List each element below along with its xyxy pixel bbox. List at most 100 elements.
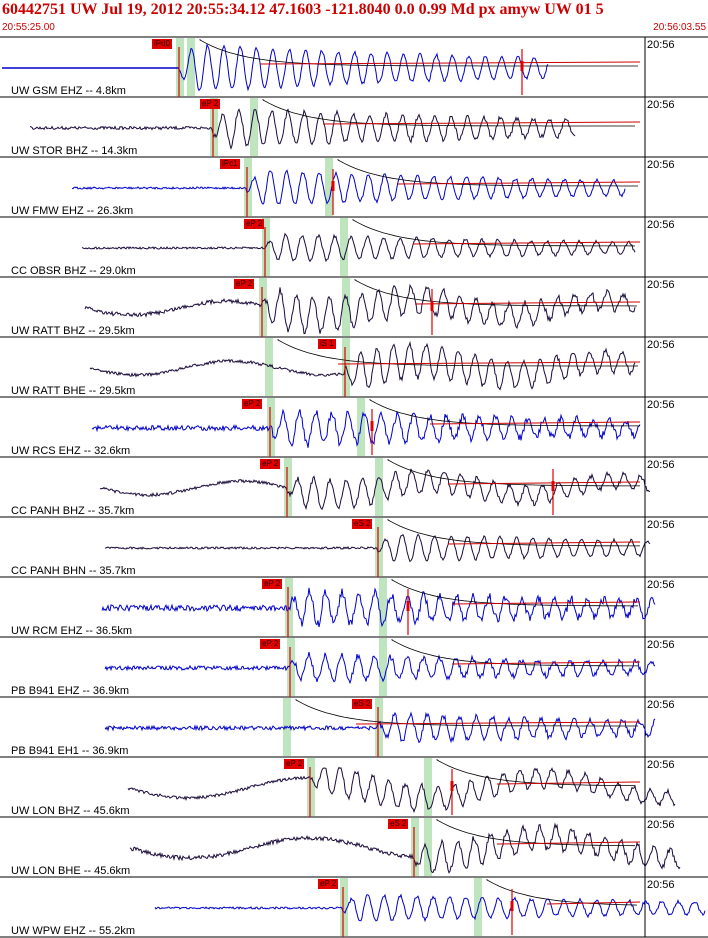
station-label: UW STOR BHZ -- 14.3km: [11, 145, 138, 157]
phase-pick-label[interactable]: eP 2: [260, 459, 281, 469]
time-tick-label: 20:56: [647, 459, 675, 471]
coda-fit-line: [496, 841, 641, 845]
p-window-band: [259, 278, 267, 336]
p-window-band: [284, 458, 292, 516]
station-label: UW RATT BHZ -- 29.5km: [11, 325, 135, 337]
p-window-band: [210, 98, 218, 156]
time-tick-label: 20:56: [647, 519, 675, 531]
s-window-band: [342, 278, 350, 336]
time-tick-label: 20:56: [647, 699, 675, 711]
coda-fit-line: [322, 121, 641, 125]
waveform-trace: [29, 108, 576, 150]
station-label: UW RCS EHZ -- 32.6km: [11, 445, 131, 457]
station-label: UW RATT BHE -- 29.5km: [11, 385, 136, 397]
time-tick-label: 20:56: [647, 759, 675, 771]
p-window-band: [287, 638, 295, 696]
coda-pick-marker: [450, 781, 454, 791]
coda-fit-line: [496, 781, 641, 785]
waveform-trace: [129, 822, 681, 874]
coda-fit-line: [447, 481, 641, 485]
coda-envelope: [387, 519, 640, 547]
coda-envelope: [337, 159, 638, 187]
phase-pick-label[interactable]: iPc1: [220, 159, 240, 169]
coda-fit-line: [259, 61, 641, 65]
phase-pick-label[interactable]: eP 2: [200, 99, 221, 109]
p-window-band: [340, 878, 348, 936]
coda-pick-marker: [406, 601, 410, 611]
time-tick-label: 20:56: [647, 219, 675, 231]
station-label: UW WPW EHZ -- 55.2km: [11, 925, 136, 937]
s-window-band: [379, 578, 387, 636]
phase-pick-label[interactable]: eS 2: [388, 819, 409, 829]
start-time-label: 20:55:25.00: [2, 22, 55, 33]
coda-pick-marker: [551, 481, 555, 491]
time-tick-label: 20:56: [647, 279, 675, 291]
waveform-trace: [91, 408, 641, 448]
station-label: CC OBSR BHZ -- 29.0km: [11, 265, 136, 277]
coda-pick-marker: [520, 61, 524, 71]
phase-pick-label[interactable]: eS 2: [352, 699, 373, 709]
coda-envelope: [354, 279, 638, 307]
coda-fit-line: [337, 361, 641, 365]
time-tick-label: 20:56: [647, 819, 675, 831]
phase-pick-label[interactable]: eP 2: [242, 399, 263, 409]
s-window-band: [325, 158, 333, 216]
time-tick-label: 20:56: [647, 99, 675, 111]
station-label: UW LON BHZ -- 45.6km: [11, 805, 130, 817]
coda-fit-line: [429, 421, 641, 425]
coda-fit-line: [451, 601, 641, 605]
phase-pick-label[interactable]: eP 2: [262, 579, 283, 589]
phase-pick-label[interactable]: eP 2: [284, 759, 305, 769]
coda-envelope: [486, 879, 638, 906]
end-time-label: 20:56:03.55: [653, 22, 706, 33]
waveform-trace: [84, 283, 636, 335]
station-label: UW GSM EHZ -- 4.8km: [11, 85, 126, 97]
time-tick-label: 20:56: [647, 339, 675, 351]
phase-pick-label[interactable]: eP 2: [318, 879, 339, 889]
phase-pick-label[interactable]: iPd0: [152, 39, 173, 49]
station-label: PB B941 EH1 -- 36.9km: [11, 745, 129, 757]
coda-fit-line: [412, 241, 641, 245]
p-window-band: [411, 818, 419, 876]
waveform-trace: [154, 893, 706, 923]
time-tick-label: 20:56: [647, 639, 675, 651]
p-window-band: [375, 698, 383, 756]
coda-pick-marker: [331, 181, 335, 191]
s-window-band: [187, 38, 195, 96]
coda-envelope: [391, 639, 638, 667]
waveform-trace: [89, 340, 636, 391]
s-window-band: [375, 458, 383, 516]
phase-pick-label[interactable]: eP 2: [244, 219, 265, 229]
phase-pick-label[interactable]: eP 2: [260, 639, 281, 649]
phase-pick-label[interactable]: eS 2: [352, 519, 373, 529]
waveform-trace: [2, 43, 549, 92]
time-tick-label: 20:56: [647, 579, 675, 591]
station-label: CC PANH BHN -- 35.7km: [11, 565, 136, 577]
station-label: UW RCM EHZ -- 36.5km: [11, 625, 132, 637]
station-label: UW LON BHE -- 45.6km: [11, 865, 131, 877]
coda-envelope: [391, 579, 638, 607]
coda-envelope: [387, 459, 640, 487]
coda-fit-line: [451, 661, 641, 665]
coda-envelope: [277, 339, 638, 367]
p-window-band: [267, 398, 275, 456]
station-label: PB B941 EHZ -- 36.9km: [11, 685, 129, 697]
coda-pick-marker: [370, 421, 374, 431]
s-window-band: [424, 758, 432, 816]
station-label: CC PANH BHZ -- 35.7km: [11, 505, 135, 517]
phase-pick-label[interactable]: iS 1: [318, 339, 336, 349]
phase-pick-label[interactable]: eP 2: [234, 279, 255, 289]
coda-fit-line: [355, 721, 641, 725]
coda-fit-line: [546, 901, 641, 905]
waveform-trace: [71, 169, 626, 205]
coda-envelope: [436, 819, 636, 847]
time-tick-label: 20:56: [647, 159, 675, 171]
p-window-band: [244, 158, 252, 216]
event-title: 60442751 UW Jul 19, 2012 20:55:34.12 47.…: [2, 1, 604, 18]
coda-envelope: [295, 699, 638, 727]
p-window-band: [307, 758, 315, 816]
s-window-band: [379, 638, 387, 696]
coda-fit-line: [414, 301, 641, 305]
